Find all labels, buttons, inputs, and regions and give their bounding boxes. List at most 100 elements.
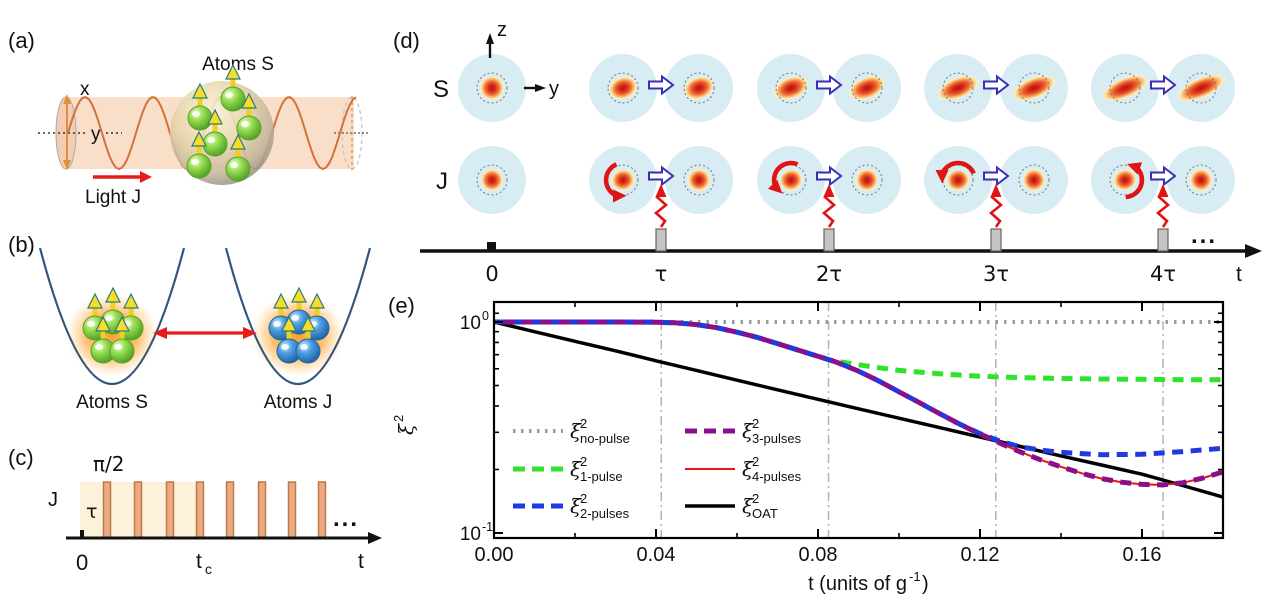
- photon-squiggle-arrowhead: [655, 184, 667, 197]
- tc-label-base: t: [196, 550, 202, 573]
- spin-distribution-blob: [682, 75, 716, 101]
- legend-symbol-four_pulses: ξ: [742, 457, 754, 481]
- photon-squiggle-arrowhead: [990, 184, 1002, 197]
- row-j-label: J: [436, 168, 448, 195]
- x-tick-label: 0.04: [637, 544, 676, 566]
- pulse-train: [102, 481, 327, 539]
- legend-symbol-oat: ξ: [742, 494, 754, 518]
- coherent-state-dotted-ring: [851, 72, 883, 104]
- left-potential-well: [38, 247, 186, 385]
- ellipsis: ...: [333, 505, 359, 532]
- coherent-state-dotted-ring: [942, 164, 974, 196]
- coherent-state-dotted-ring: [1109, 72, 1141, 104]
- panel-a-label: (a): [8, 28, 35, 53]
- x-tick-label: 0.00: [475, 544, 514, 566]
- spin-distribution-blob: [1100, 73, 1150, 103]
- tc-label-sub: c: [205, 561, 212, 577]
- channel-label: J: [48, 489, 58, 511]
- origin-label: 0: [76, 550, 88, 575]
- pulse-bar: [195, 481, 205, 539]
- panel-c-pulse-sequence: (c) π/2 J τ 0 t c t ...: [8, 445, 382, 577]
- time-axis-end-label: t: [1236, 263, 1242, 286]
- origin-tick: [80, 530, 84, 538]
- spin-distribution-blob: [945, 168, 971, 192]
- spin-distribution-blob: [610, 168, 636, 192]
- right-potential-well: [224, 247, 372, 385]
- origin-tick: [487, 242, 496, 251]
- pulse-bar: [133, 481, 143, 539]
- spin-distribution-blob: [1175, 73, 1227, 103]
- spin-distribution-blob: [479, 75, 505, 101]
- pulse-bar: [102, 481, 112, 539]
- left-well-label: Atoms S: [76, 392, 148, 413]
- coherent-state-dotted-ring: [1018, 164, 1050, 196]
- spin-distribution-blob: [607, 75, 639, 101]
- panel-d-label: (d): [393, 28, 420, 53]
- time-tick-label: 3τ: [983, 262, 1009, 286]
- x-tick-label: 0.12: [961, 544, 1000, 566]
- spin-distribution-blob: [1189, 168, 1213, 192]
- photon-squiggle-arrow: [988, 192, 1004, 228]
- light-label: Light J: [85, 187, 141, 208]
- pulse-bar: [317, 481, 327, 539]
- right-well-glow: [251, 293, 345, 377]
- curve-three_pulses: [494, 319, 1224, 488]
- y-tick-label-base: 10: [460, 524, 481, 545]
- pulse-marker-bar: [823, 228, 835, 252]
- panel-a-title: Atoms S: [202, 54, 274, 75]
- pulse-timeline: 0 τ 2τ 3τ 4τ t...: [420, 184, 1262, 286]
- coherent-state-dotted-ring: [1018, 72, 1050, 104]
- coherent-state-dotted-ring: [942, 72, 974, 104]
- y-axis-title-sup: 2: [391, 415, 406, 422]
- pulse-bar: [165, 481, 175, 539]
- legend-sup-oat: 2: [752, 491, 759, 506]
- x-axis-arrowhead-bottom: [63, 160, 71, 170]
- spin-distribution-blob: [847, 75, 887, 101]
- y-axis-arrowhead: [535, 84, 546, 92]
- pulse-marker-bar: [990, 228, 1002, 252]
- curve-oat: [493, 320, 1224, 499]
- coherent-state-dotted-ring: [476, 164, 508, 196]
- x-axis-title: t (units of g -1 ): [808, 569, 929, 595]
- panel-b-two-wells-schematic: (b) Atoms S Atoms J: [8, 232, 372, 413]
- time-axis-arrowhead: [368, 532, 382, 544]
- plot-frame: [492, 300, 1225, 540]
- pulse-bar: [257, 481, 267, 539]
- x-tick-label: 0.16: [1123, 544, 1162, 566]
- z-axis-label: z: [497, 19, 507, 41]
- exchange-arrowhead-right: [243, 327, 257, 339]
- pulse-bar: [287, 481, 297, 539]
- panel-a-light-atoms-schematic: (a) Atoms S x y Light J: [8, 28, 368, 208]
- spin-distribution-blob: [1011, 74, 1057, 102]
- panel-e-label: (e): [388, 293, 415, 318]
- ellipsis: ...: [1191, 222, 1217, 249]
- y-tick-label-exp: -1: [482, 520, 493, 534]
- photon-squiggle-arrow: [1155, 192, 1171, 228]
- legend-symbol-two_pulses: ξ: [570, 494, 582, 518]
- spin-distribution-blob: [778, 168, 804, 192]
- tau-label: τ: [86, 501, 97, 523]
- y-axis-label: y: [549, 78, 559, 100]
- spin-distribution-blob: [687, 168, 711, 192]
- legend-sub-two_pulses: 2-pulses: [580, 506, 630, 521]
- bloch-sphere-sequence: [458, 54, 1235, 214]
- x-axis-title-post: ): [922, 573, 929, 595]
- legend-sub-three_pulses: 3-pulses: [752, 431, 802, 446]
- time-tick-label: τ: [655, 262, 668, 286]
- right-well-label: Atoms J: [264, 392, 333, 413]
- legend-sup-no_pulse: 2: [580, 416, 587, 431]
- time-axis-arrowhead: [1245, 244, 1262, 258]
- legend-symbol-no_pulse: ξ: [570, 419, 582, 443]
- coherent-state-dotted-ring: [1185, 72, 1217, 104]
- panel-b-label: (b): [8, 232, 35, 257]
- y-axis-title: ξ 2: [391, 415, 418, 435]
- time-tick-label: 4τ: [1150, 262, 1176, 286]
- photon-squiggle-arrowhead: [823, 184, 835, 197]
- row-s-label: S: [433, 76, 449, 103]
- coherent-state-dotted-ring: [775, 164, 807, 196]
- legend-sub-no_pulse: no-pulse: [580, 431, 630, 446]
- y-axis-label: y: [91, 124, 101, 145]
- coherent-state-dotted-ring: [683, 164, 715, 196]
